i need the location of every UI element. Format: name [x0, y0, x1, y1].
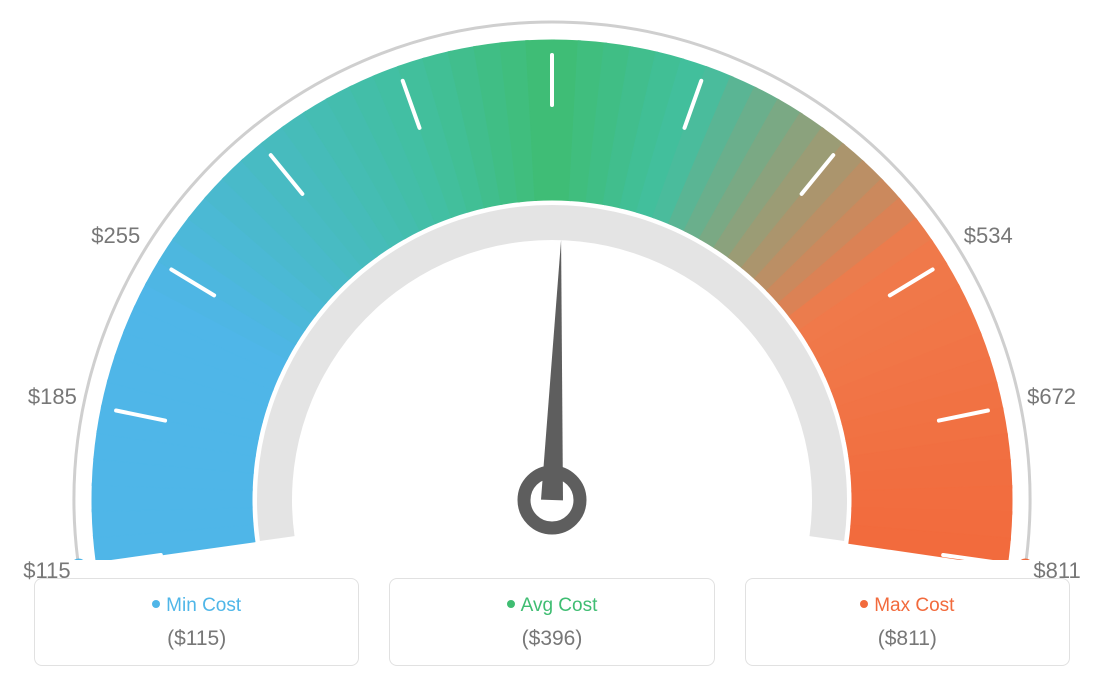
- avg-cost-value: ($396): [398, 627, 705, 651]
- gauge-tick-label: $396: [528, 0, 577, 3]
- gauge-tick-label: $255: [91, 223, 140, 249]
- min-cost-value: ($115): [43, 627, 350, 651]
- min-cost-title: Min Cost: [43, 595, 350, 617]
- gauge-tick-label: $534: [964, 223, 1013, 249]
- avg-cost-dot: [507, 600, 515, 608]
- gauge-chart: $115$185$255$396$534$672$811: [0, 0, 1104, 560]
- max-cost-label: Max Cost: [874, 595, 954, 616]
- avg-cost-label: Avg Cost: [521, 595, 598, 616]
- gauge-tick-label: $185: [28, 384, 77, 410]
- avg-cost-title: Avg Cost: [398, 595, 705, 617]
- min-cost-dot: [152, 600, 160, 608]
- max-cost-title: Max Cost: [754, 595, 1061, 617]
- avg-cost-card: Avg Cost ($396): [389, 578, 714, 666]
- min-cost-card: Min Cost ($115): [34, 578, 359, 666]
- min-cost-label: Min Cost: [166, 595, 241, 616]
- max-cost-value: ($811): [754, 627, 1061, 651]
- max-cost-card: Max Cost ($811): [745, 578, 1070, 666]
- gauge-svg: [0, 0, 1104, 560]
- gauge-tick-label: $672: [1027, 384, 1076, 410]
- max-cost-dot: [860, 600, 868, 608]
- summary-cards: Min Cost ($115) Avg Cost ($396) Max Cost…: [34, 578, 1070, 666]
